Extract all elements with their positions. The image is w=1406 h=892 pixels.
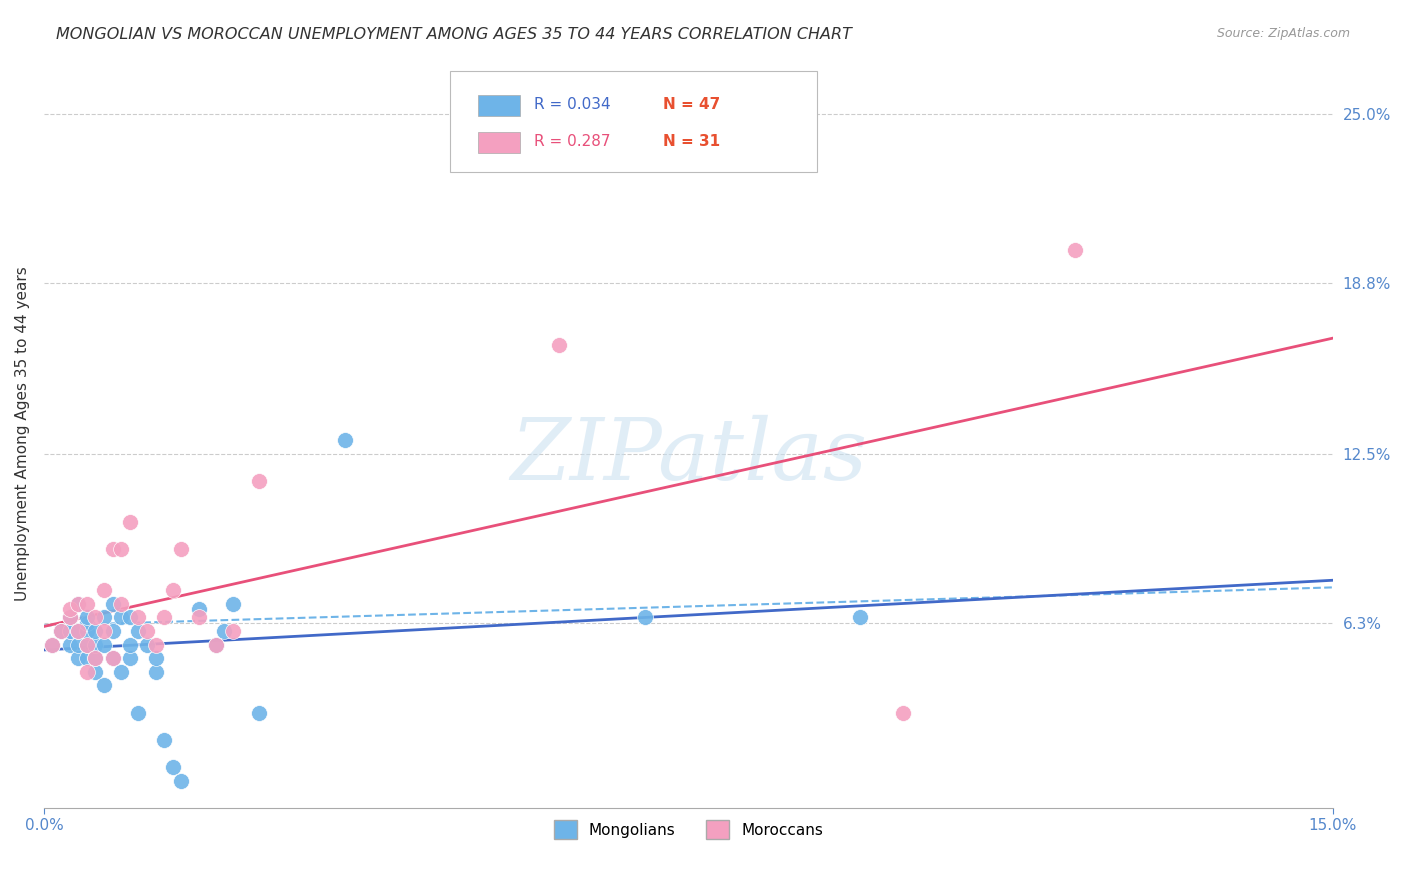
Point: [76, 624, 98, 638]
Point: [93, 583, 115, 598]
Text: R = 0.034: R = 0.034: [534, 97, 610, 112]
Point: [127, 610, 149, 624]
Point: [204, 638, 226, 652]
Point: [145, 638, 167, 652]
Point: [84, 651, 107, 665]
Point: [101, 651, 124, 665]
Text: MONGOLIAN VS MOROCCAN UNEMPLOYMENT AMONG AGES 35 TO 44 YEARS CORRELATION CHART: MONGOLIAN VS MOROCCAN UNEMPLOYMENT AMONG…: [56, 27, 852, 42]
Point: [127, 706, 149, 720]
Point: [49, 624, 72, 638]
Text: R = 0.287: R = 0.287: [534, 135, 610, 149]
FancyBboxPatch shape: [450, 70, 817, 172]
FancyBboxPatch shape: [478, 95, 520, 116]
Y-axis label: Unemployment Among Ages 35 to 44 years: Unemployment Among Ages 35 to 44 years: [15, 267, 30, 601]
Point: [84, 651, 107, 665]
Point: [76, 651, 98, 665]
Legend: Mongolians, Moroccans: Mongolians, Moroccans: [547, 814, 830, 845]
Point: [153, 732, 176, 747]
Point: [101, 597, 124, 611]
Point: [59, 638, 82, 652]
Point: [162, 583, 184, 598]
Point: [634, 610, 657, 624]
Point: [93, 678, 115, 692]
Point: [145, 665, 167, 679]
Point: [849, 610, 872, 624]
Point: [110, 542, 132, 557]
Text: N = 31: N = 31: [662, 135, 720, 149]
Point: [118, 515, 141, 529]
Point: [76, 665, 98, 679]
Point: [548, 338, 571, 352]
FancyBboxPatch shape: [478, 132, 520, 153]
Point: [204, 638, 226, 652]
Point: [84, 610, 107, 624]
Point: [76, 638, 98, 652]
Point: [67, 624, 90, 638]
Point: [59, 602, 82, 616]
Point: [162, 760, 184, 774]
Point: [41, 638, 63, 652]
Text: N = 47: N = 47: [662, 97, 720, 112]
Point: [76, 638, 98, 652]
Point: [59, 624, 82, 638]
Point: [187, 602, 209, 616]
Point: [891, 706, 914, 720]
Point: [59, 624, 82, 638]
Point: [67, 597, 90, 611]
Text: Source: ZipAtlas.com: Source: ZipAtlas.com: [1216, 27, 1350, 40]
Point: [101, 624, 124, 638]
Point: [49, 624, 72, 638]
Point: [93, 610, 115, 624]
Point: [93, 638, 115, 652]
Point: [93, 624, 115, 638]
Point: [222, 597, 245, 611]
Point: [136, 638, 159, 652]
Point: [136, 624, 159, 638]
Point: [110, 610, 132, 624]
Point: [1064, 243, 1087, 257]
Point: [247, 475, 270, 489]
Point: [67, 638, 90, 652]
Point: [118, 610, 141, 624]
Point: [145, 651, 167, 665]
Point: [214, 624, 236, 638]
Point: [84, 624, 107, 638]
Point: [67, 651, 90, 665]
Point: [76, 597, 98, 611]
Point: [41, 638, 63, 652]
Text: ZIPatlas: ZIPatlas: [510, 415, 868, 498]
Point: [222, 624, 245, 638]
Point: [67, 597, 90, 611]
Point: [59, 610, 82, 624]
Point: [67, 624, 90, 638]
Point: [127, 624, 149, 638]
Point: [76, 610, 98, 624]
Point: [247, 706, 270, 720]
Point: [118, 638, 141, 652]
Point: [59, 610, 82, 624]
Point: [170, 542, 193, 557]
Point: [187, 610, 209, 624]
Point: [153, 610, 176, 624]
Point: [118, 651, 141, 665]
Point: [101, 542, 124, 557]
Point: [170, 773, 193, 788]
Point: [76, 615, 98, 630]
Point: [84, 638, 107, 652]
Point: [49, 624, 72, 638]
Point: [333, 434, 356, 448]
Point: [110, 665, 132, 679]
Point: [110, 597, 132, 611]
Point: [101, 651, 124, 665]
Point: [84, 665, 107, 679]
